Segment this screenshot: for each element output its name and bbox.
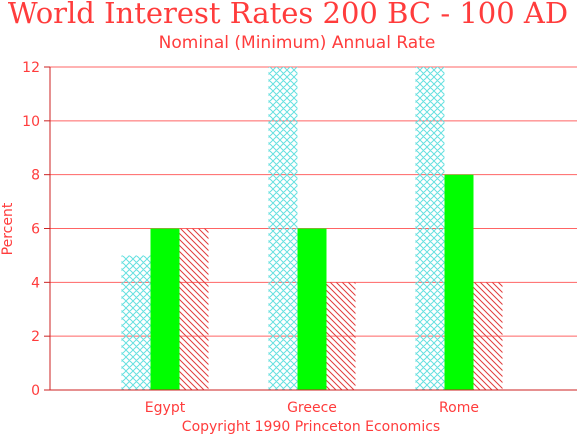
- bar-egypt-1: [121, 255, 151, 390]
- y-axis-label: Percent: [0, 202, 16, 255]
- x-tick-label-greece: Greece: [287, 400, 337, 416]
- bar-greece-3: [326, 282, 356, 390]
- y-tick-label-10: 10: [22, 114, 40, 130]
- bar-egypt-2: [150, 228, 180, 390]
- bar-rome-2: [444, 174, 474, 390]
- y-tick-label-0: 0: [31, 383, 40, 399]
- y-tick-label-12: 12: [22, 60, 40, 76]
- bar-greece-1: [268, 67, 298, 390]
- bar-rome-1: [415, 67, 445, 390]
- x-axis-ticks: Egypt Greece Rome: [145, 400, 479, 416]
- y-tick-label-4: 4: [31, 275, 40, 291]
- chart-subtitle: Nominal (Minimum) Annual Rate: [159, 33, 436, 53]
- x-tick-label-rome: Rome: [439, 400, 479, 416]
- bar-egypt-3: [179, 228, 209, 390]
- bar-greece-2: [297, 228, 327, 390]
- y-tick-label-8: 8: [31, 168, 40, 184]
- bar-rome-3: [473, 282, 503, 390]
- chart-footer: Copyright 1990 Princeton Economics: [182, 419, 440, 435]
- bars: [121, 67, 503, 390]
- x-tick-label-egypt: Egypt: [145, 400, 186, 416]
- y-tick-label-6: 6: [31, 222, 40, 238]
- y-axis-ticks: 0 2 4 6 8 10 12: [22, 60, 50, 399]
- chart-title: World Interest Rates 200 BC - 100 AD: [8, 0, 568, 30]
- y-tick-label-2: 2: [31, 329, 40, 345]
